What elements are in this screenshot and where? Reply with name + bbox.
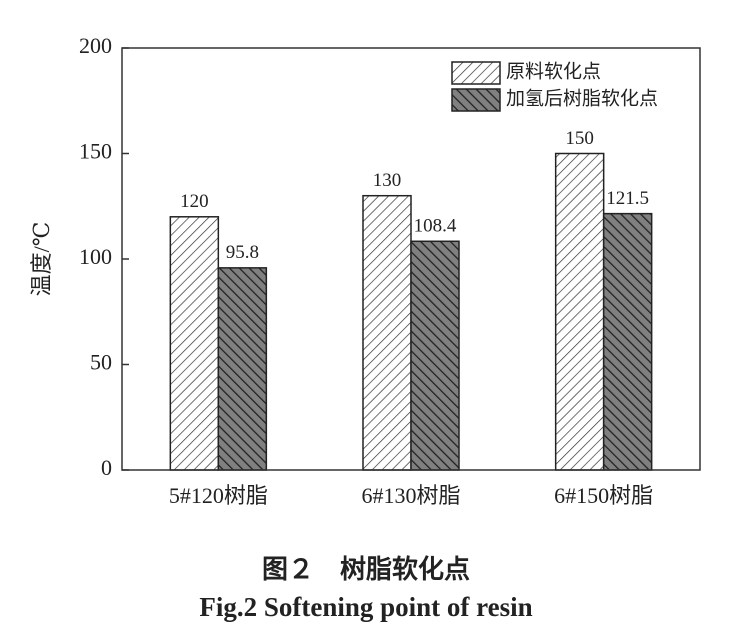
value-label: 130 [373, 170, 402, 191]
y-tick-label: 200 [79, 33, 112, 58]
bar [362, 194, 412, 471]
y-tick-label: 150 [79, 139, 112, 164]
bar [410, 240, 460, 471]
y-tick-label: 100 [79, 244, 112, 269]
value-label: 121.5 [606, 188, 649, 209]
y-tick-label: 50 [90, 350, 112, 375]
y-axis-label: 温度/℃ [29, 222, 54, 297]
legend-label: 加氢后树脂软化点 [506, 87, 658, 109]
plot-frame [121, 47, 701, 471]
legend-label: 原料软化点 [506, 60, 601, 82]
x-tick-label: 6#130树脂 [361, 483, 460, 508]
x-tick-label: 5#120树脂 [169, 483, 268, 508]
value-label: 120 [180, 191, 209, 212]
legend-swatch [451, 88, 501, 112]
caption: 图２ 树脂软化点 [262, 554, 470, 584]
value-label: 95.8 [226, 242, 259, 263]
bar [169, 216, 220, 471]
value-label: 150 [565, 128, 594, 149]
legend-swatch [451, 61, 501, 85]
caption-en: Fig.2 Softening point of resin [199, 592, 532, 622]
bar [554, 152, 605, 471]
x-tick-label: 6#150树脂 [554, 483, 653, 508]
bar [217, 267, 268, 471]
value-label: 108.4 [414, 216, 457, 237]
y-tick-label: 0 [101, 455, 112, 480]
bar [602, 212, 653, 471]
